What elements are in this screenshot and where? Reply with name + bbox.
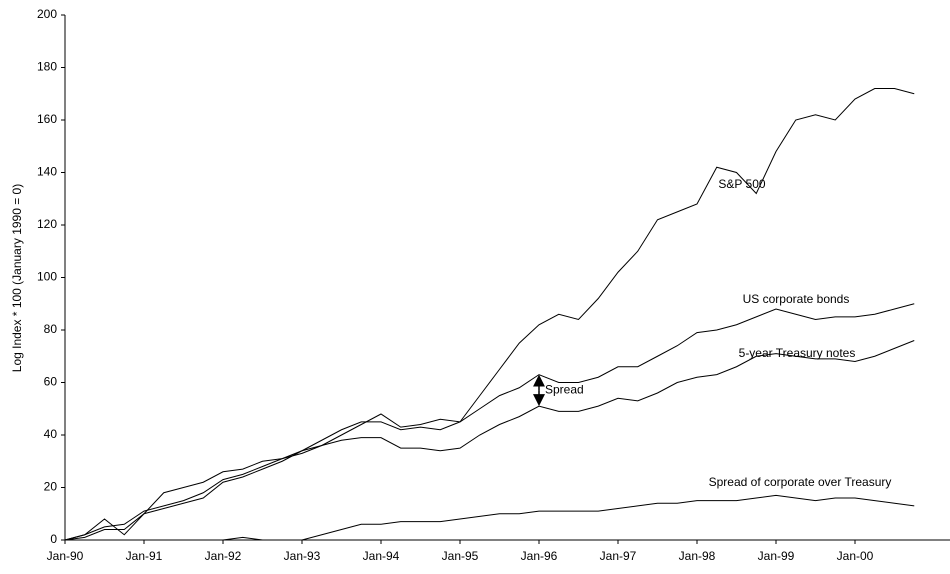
y-tick-label: 180 [37,60,57,74]
y-axis-title: Log Index * 100 (January 1990 = 0) [10,184,24,372]
y-tick-label: 20 [44,480,58,494]
y-tick-label: 40 [44,427,58,441]
y-tick-label: 60 [44,375,58,389]
series-line [64,88,915,541]
y-tick-label: 140 [37,165,57,179]
y-tick-label: 100 [37,270,57,284]
x-tick-label: Jan-93 [284,549,321,563]
y-tick-label: 80 [44,322,58,336]
x-tick-label: Jan-96 [521,549,558,563]
series-line [64,340,915,541]
x-tick-label: Jan-90 [47,549,84,563]
x-tick-label: Jan-94 [363,549,400,563]
series-line [64,303,915,541]
line-label: US corporate bonds [743,292,850,306]
x-tick-label: Jan-91 [126,549,163,563]
annotation: Spread [545,383,584,397]
y-tick-label: 160 [37,112,57,126]
series-line [65,494,915,541]
line-label: 5-year Treasury notes [739,346,856,360]
x-tick-label: Jan-98 [679,549,716,563]
line-label: S&P 500 [718,177,765,191]
x-tick-label: Jan-00 [837,549,874,563]
y-tick-label: 200 [37,7,57,21]
x-tick-label: Jan-92 [205,549,242,563]
x-tick-label: Jan-99 [758,549,795,563]
x-tick-label: Jan-95 [442,549,479,563]
x-tick-label: Jan-97 [600,549,637,563]
line-label: Spread of corporate over Treasury [709,475,892,489]
y-tick-label: 120 [37,217,57,231]
y-tick-label: 0 [50,532,57,546]
